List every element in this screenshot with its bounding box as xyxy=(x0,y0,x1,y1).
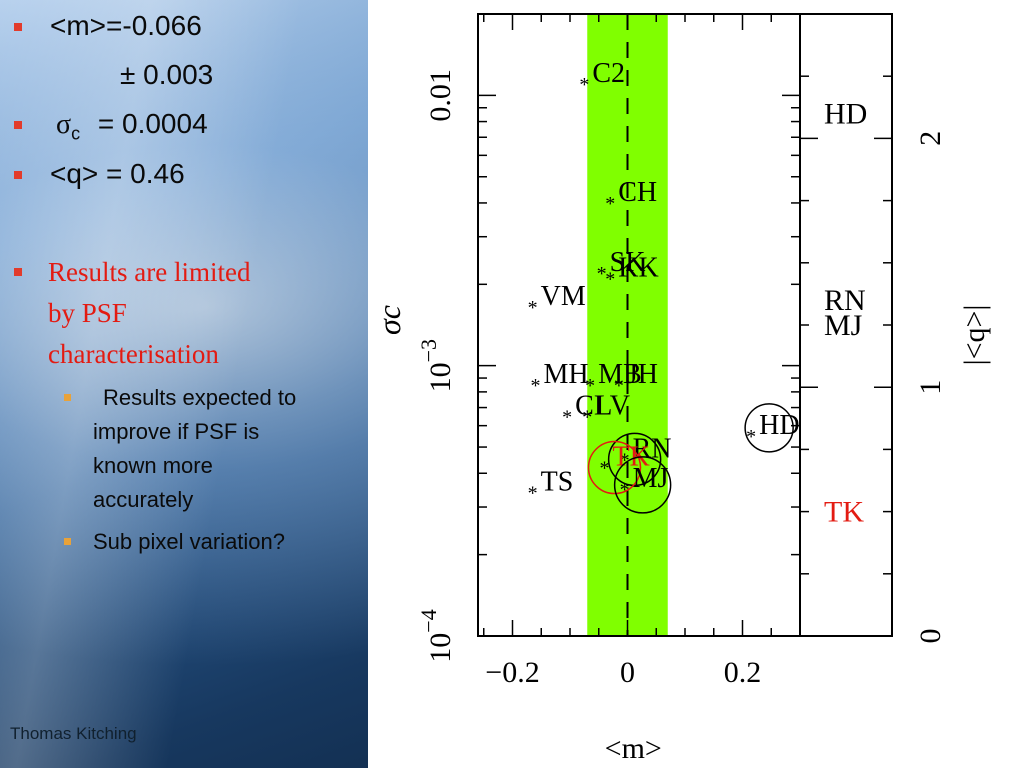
y-tick-label: 10−3 xyxy=(416,339,457,392)
bullet-mean-q: <q> = 0.46 xyxy=(50,158,185,189)
highlight-circle xyxy=(613,456,672,514)
sigma-subscript: c xyxy=(71,123,81,144)
right-tick-label: 1 xyxy=(914,380,947,395)
sub-bullet-line: accurately xyxy=(93,487,194,512)
data-point-label: MJ xyxy=(633,463,669,494)
author-name: Thomas Kitching xyxy=(10,724,137,743)
sigma-symbol: σ xyxy=(56,109,72,140)
right-tick-label: 2 xyxy=(914,131,947,146)
data-point-label: VM xyxy=(541,281,586,312)
data-point-marker: * xyxy=(528,297,538,319)
highlight-line: Results are limited xyxy=(48,257,251,287)
y-tick-label-exponent: −3 xyxy=(416,339,441,362)
y-tick-label-base: 10 xyxy=(424,362,457,392)
x-tick-label: −0.2 xyxy=(485,656,539,689)
y-tick-label: 0.01 xyxy=(424,69,457,122)
x-tick-label: 0.2 xyxy=(724,656,762,689)
highlight-line: characterisation xyxy=(48,339,219,369)
right-panel-label: HD xyxy=(824,98,867,131)
y-axis-label: σc xyxy=(371,305,407,335)
bullet-mean-m: <m>=-0.066 xyxy=(50,10,202,41)
data-point-label: CH xyxy=(618,177,657,208)
data-point-marker: * xyxy=(600,458,610,480)
data-point-label: HD xyxy=(759,410,799,441)
bullet-sigma-c: σc = 0.0004 xyxy=(56,108,208,145)
right-axis-label: |<q>| xyxy=(958,305,991,366)
bullet-marker xyxy=(14,23,22,31)
data-point-marker: * xyxy=(605,193,615,215)
x-axis-label: <m> xyxy=(605,732,662,765)
data-point-label: LV xyxy=(595,390,630,421)
data-point-marker: * xyxy=(579,74,589,96)
sigma-value: = 0.0004 xyxy=(97,108,208,139)
data-point-marker: * xyxy=(528,482,538,504)
data-point-marker: * xyxy=(620,449,630,471)
highlight-circle xyxy=(587,440,642,495)
data-point-marker: * xyxy=(562,406,572,428)
sub-bullet-line: known more xyxy=(93,453,213,478)
highlight-line: by PSF xyxy=(48,298,127,328)
x-tick-label: 0 xyxy=(620,656,635,689)
data-point-marker: * xyxy=(597,263,607,285)
sub-bullet-psf: Results expected to improve if PSF is kn… xyxy=(93,381,296,517)
y-axis-label-text: σc xyxy=(371,305,407,335)
highlight-circle xyxy=(607,432,662,487)
data-point-label: SK xyxy=(610,247,646,278)
right-panel-label: TK xyxy=(824,496,864,529)
y-tick-label-base: 10 xyxy=(424,633,457,663)
y-tick-label-exponent: −4 xyxy=(416,609,441,632)
sub-bullet-subpixel: Sub pixel variation? xyxy=(93,529,286,554)
y-tick-label: 10−4 xyxy=(416,609,457,662)
right-panel-label: MJ xyxy=(824,309,863,342)
bullet-marker xyxy=(14,268,22,276)
bullet-marker xyxy=(14,121,22,129)
bullet-panel: <m>=-0.066 ± 0.003 σc = 0.0004 <q> = 0.4… xyxy=(0,0,368,768)
figure-panel: −0.2 0 0.2 10−4 10−3 0.01 0 1 2 <m> σc |<q>| * C2 * CH *… xyxy=(368,0,1024,768)
bullet-marker xyxy=(14,171,22,179)
right-panel-label: RN xyxy=(824,284,866,317)
data-point-marker: * xyxy=(614,375,624,397)
data-point-label: JH xyxy=(627,359,658,390)
right-tick-label: 0 xyxy=(914,629,947,644)
highlight-circle xyxy=(744,403,794,453)
data-point-label: MH xyxy=(544,359,589,390)
bullet-mean-m-error: ± 0.003 xyxy=(120,59,214,90)
sub-bullet-marker xyxy=(64,394,71,401)
sub-bullet-line: Results expected to xyxy=(103,385,297,410)
data-point-label: MB xyxy=(598,359,642,390)
sub-bullet-marker xyxy=(64,538,71,545)
sub-bullet-line: improve if PSF is xyxy=(93,419,260,444)
data-point-marker: * xyxy=(582,406,592,428)
data-point-label: KK xyxy=(618,253,658,284)
data-point-marker: * xyxy=(585,375,595,397)
data-point-marker: * xyxy=(746,426,756,448)
data-point-label: C2 xyxy=(592,58,625,89)
highlight-statement: Results are limited by PSF characterisat… xyxy=(48,252,250,375)
data-point-label: TS xyxy=(541,466,574,497)
data-point-marker: * xyxy=(531,375,541,397)
data-point-marker: * xyxy=(620,479,630,501)
data-point-marker: * xyxy=(605,269,615,291)
data-point-label: CI xyxy=(575,390,603,421)
